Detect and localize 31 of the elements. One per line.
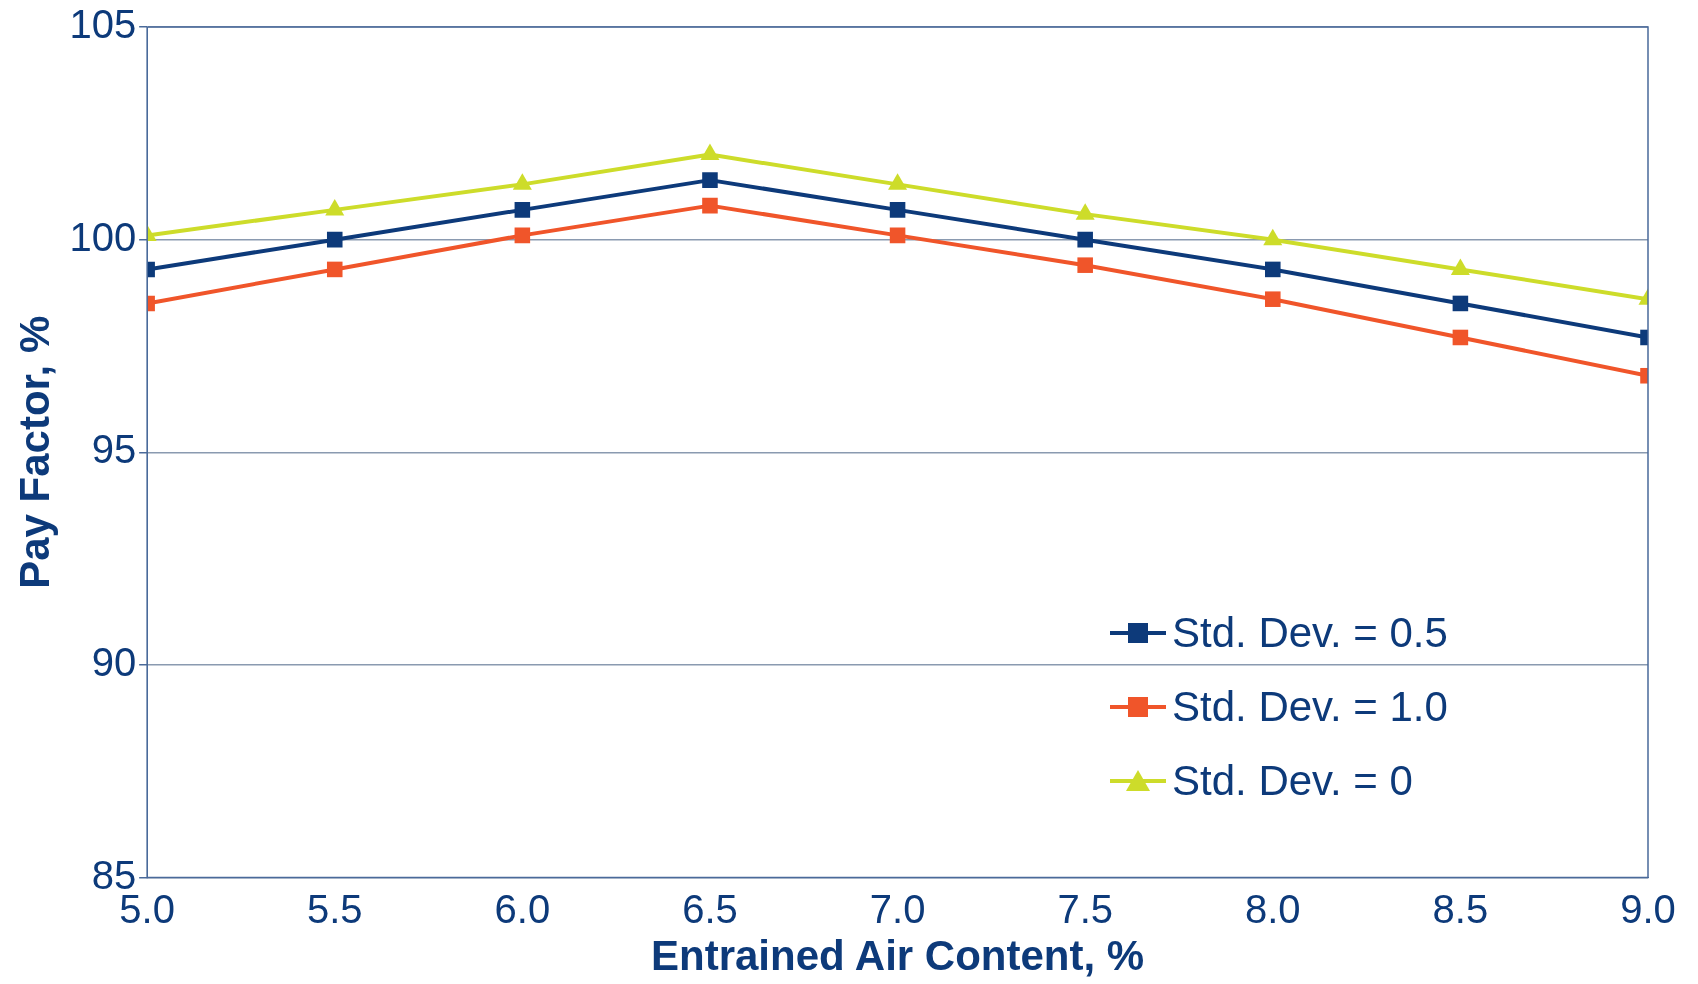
x-tick-label: 9.0 [1620, 886, 1676, 931]
x-tick-label: 5.5 [306, 886, 363, 931]
y-tick-label: 95 [91, 427, 137, 472]
legend-label: Std. Dev. = 0 [1172, 756, 1413, 805]
point [514, 202, 531, 218]
x-tick-label: 6.0 [494, 886, 551, 931]
point [1077, 231, 1093, 248]
point [1077, 257, 1093, 273]
y-tick-label: 100 [69, 214, 137, 259]
x-axis-title: Entrained Air Content, % [651, 932, 1145, 980]
legend-label: Std. Dev. = 0.5 [1172, 608, 1448, 657]
point [1452, 329, 1469, 346]
x-tick-label: 7.5 [1057, 886, 1113, 931]
y-tick-label: 105 [69, 2, 137, 47]
point [514, 227, 531, 244]
point [326, 231, 343, 248]
legend-label: Std. Dev. = 1.0 [1172, 682, 1448, 731]
point [889, 202, 906, 218]
x-tick-label: 8.5 [1432, 886, 1489, 931]
point [1265, 291, 1281, 307]
point [889, 227, 906, 244]
x-tick-label: 8.0 [1244, 886, 1301, 931]
y-axis-title: Pay Factor, % [10, 315, 58, 589]
point [1452, 295, 1469, 312]
point [702, 172, 718, 188]
y-tick-label: 90 [91, 639, 137, 684]
point [702, 197, 718, 214]
point [326, 261, 343, 278]
x-tick-label: 6.5 [682, 886, 738, 931]
point [1265, 261, 1281, 278]
x-tick-label: 7.0 [869, 886, 926, 931]
